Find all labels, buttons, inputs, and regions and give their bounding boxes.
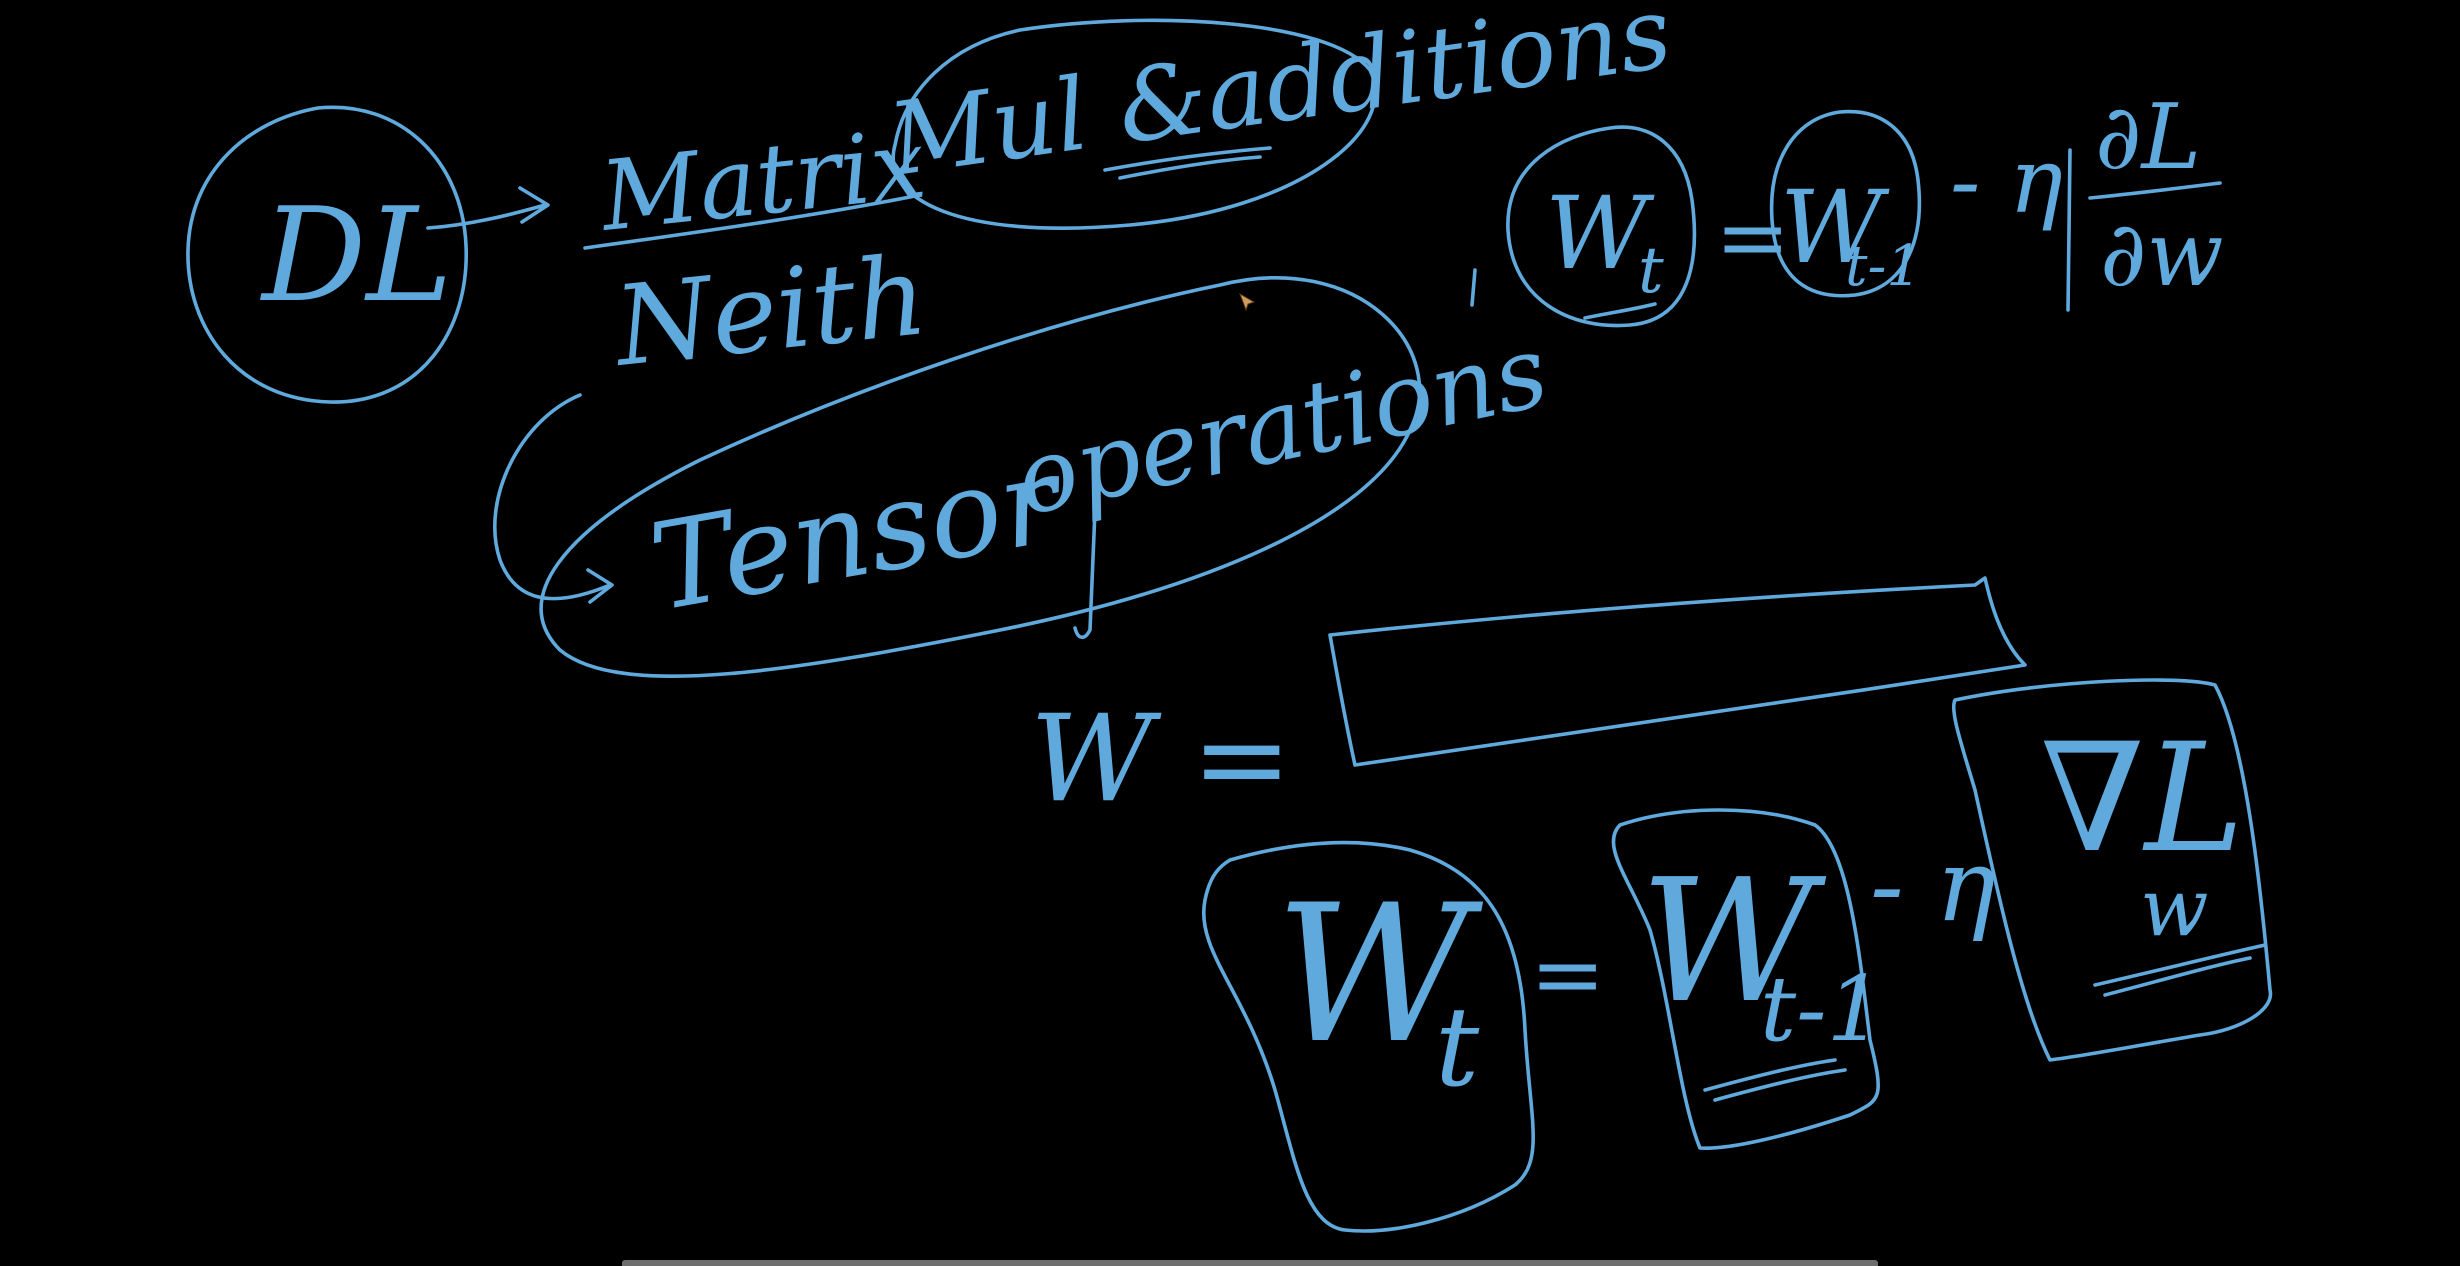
wt-top-circle (1506, 125, 1697, 328)
wt1-bottom-sub: t-1 (1760, 957, 1884, 1062)
wt-top-w: W (1545, 175, 1655, 292)
wt1-top-w: W (1780, 169, 1890, 286)
wt-bottom-box (1201, 840, 1535, 1233)
tensor-label: Tensor (641, 429, 1076, 638)
tick-mark (1470, 268, 1477, 307)
wt1-bottom-underline (1703, 1058, 1847, 1102)
operations-stem (1073, 508, 1097, 640)
wt-bottom-sub: t (1435, 983, 1480, 1111)
wt1-bottom-box (1611, 808, 1880, 1150)
grad-bottom-underline (2093, 943, 2267, 997)
matrix-label: Matrix (594, 108, 931, 254)
mul-additions-ellipse (891, 18, 1377, 230)
top-fraction-den: ∂w (2100, 202, 2224, 307)
pen-cursor-icon (1239, 292, 1256, 312)
curve-arrow-neith-tensor (493, 393, 614, 604)
neith-label: Neith (606, 231, 932, 391)
bottom-grad: ∇L (2040, 712, 2244, 886)
additions-underline (1103, 146, 1272, 180)
w-vector-box (1328, 576, 2027, 767)
mul-additions-label: Mul &additions (880, 0, 1678, 199)
fraction-bar (2066, 148, 2072, 312)
arrow-dl-matrix (426, 186, 550, 230)
wt-top-underline (1583, 302, 1657, 320)
tensor-ellipse (539, 276, 1422, 678)
playback-bar[interactable] (622, 1260, 1878, 1266)
dl-label: DL (260, 179, 453, 331)
wt1-bottom-w: W (1640, 843, 1827, 1041)
grad-bottom-box (1951, 678, 2273, 1062)
matrix-underline (583, 193, 922, 250)
ink-strokes (186, 18, 2273, 1233)
top-minus-eta: - η (1950, 129, 2063, 234)
wt-top-sub: t (1638, 234, 1664, 308)
w-vector-label: W = (1030, 690, 1292, 829)
top-equals: = (1715, 185, 1790, 290)
bottom-minus-eta: - η (1870, 827, 1996, 944)
bottom-grad-sub: w (2140, 861, 2208, 954)
operations-label: operations (1006, 312, 1557, 538)
wt1-top-circle (1769, 109, 1922, 298)
bottom-equals: = (1530, 922, 1605, 1027)
wt1-top-sub: t-1 (1845, 234, 1922, 299)
fraction-line (2088, 181, 2222, 200)
dl-circle (186, 105, 468, 404)
wt-bottom-w: W (1275, 864, 1484, 1085)
top-fraction-num: ∂L (2095, 85, 2201, 190)
